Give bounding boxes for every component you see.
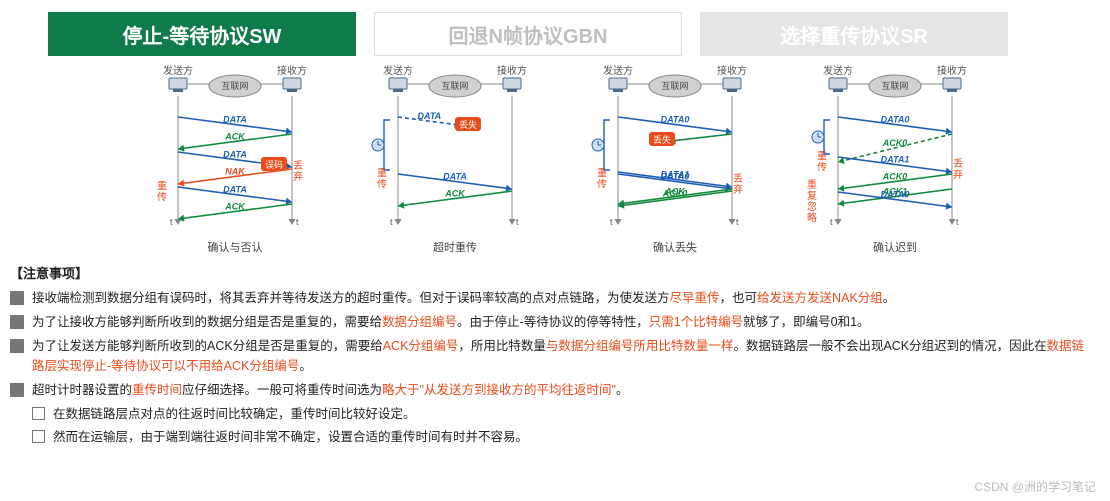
svg-text:互联网: 互联网 (221, 81, 248, 91)
bullet-square-icon (10, 315, 24, 329)
svg-text:弃: 弃 (293, 170, 303, 183)
diagrams-row: 发送方接收方互联网ttDATAACKDATANAKDATA重传ACK误码丢弃 确… (0, 62, 1110, 255)
bullet-square-icon (10, 339, 24, 353)
svg-text:丢: 丢 (733, 173, 743, 185)
svg-text:DATA: DATA (223, 150, 247, 160)
svg-text:传: 传 (157, 192, 167, 204)
svg-text:t: t (736, 217, 739, 227)
tab-sw[interactable]: 停止-等待协议SW (48, 12, 356, 56)
svg-text:发送方: 发送方 (823, 64, 853, 77)
note-text: 为了让接收方能够判断所收到的数据分组是否是重复的，需要给数据分组编号。由于停止-… (32, 312, 1094, 333)
svg-text:DATA: DATA (223, 115, 247, 125)
svg-text:ACK: ACK (224, 202, 246, 212)
svg-text:误码: 误码 (265, 160, 283, 170)
bullet-square-icon (10, 291, 24, 305)
svg-text:互联网: 互联网 (881, 81, 908, 91)
svg-text:ACK0: ACK0 (882, 138, 908, 148)
svg-text:ACK0: ACK0 (882, 172, 908, 182)
diagram-gbn-timeout: 发送方 接收方互联网 t t DATA DATA 重传 ACK 丢失 超时重传 (360, 62, 550, 255)
svg-text:接收方: 接收方 (717, 64, 747, 77)
svg-text:发送方: 发送方 (163, 64, 193, 77)
svg-text:t: t (170, 217, 173, 227)
caption-sw: 确认与否认 (208, 239, 263, 255)
svg-text:接收方: 接收方 (937, 64, 967, 77)
note-item: 为了让接收方能够判断所收到的数据分组是否是重复的，需要给数据分组编号。由于停止-… (10, 312, 1094, 333)
notes-section: 【注意事项】 接收端检测到数据分组有误码时，将其丢弃并等待发送方的超时重传。但对… (0, 255, 1110, 448)
svg-text:DATA1: DATA1 (661, 170, 690, 180)
svg-text:忽: 忽 (807, 200, 817, 213)
svg-text:NAK: NAK (225, 167, 246, 177)
svg-text:DATA: DATA (223, 185, 247, 195)
svg-text:t: t (516, 217, 519, 227)
note-subtext: 然而在运输层，由于端到端往返时间非常不确定，设置合适的重传时间有时并不容易。 (53, 427, 1094, 448)
note-text: 接收端检测到数据分组有误码时，将其丢弃并等待发送方的超时重传。但对于误码率较高的… (32, 288, 1094, 309)
caption-sr: 确认迟到 (873, 239, 917, 255)
svg-text:发送方: 发送方 (603, 64, 633, 77)
svg-text:重: 重 (597, 167, 607, 180)
bullet-hollow-icon (32, 407, 45, 420)
svg-text:重: 重 (817, 150, 827, 163)
svg-text:丢失: 丢失 (459, 119, 477, 130)
svg-text:ACK: ACK (444, 189, 466, 199)
svg-text:DATA: DATA (443, 172, 467, 182)
svg-text:DATA1: DATA1 (881, 155, 910, 165)
diagram-sw: 发送方 接收方互联网 t t DATA ACK DATA NAK DATA 重传 ACK 误码丢弃 确… (140, 62, 330, 255)
svg-text:接收方: 接收方 (497, 64, 527, 77)
caption-gbn1: 超时重传 (433, 239, 477, 255)
svg-text:t: t (956, 217, 959, 227)
svg-text:复: 复 (807, 189, 817, 202)
svg-text:ACK: ACK (664, 187, 686, 197)
svg-text:弃: 弃 (953, 168, 963, 181)
svg-text:丢: 丢 (953, 158, 963, 170)
svg-text:略: 略 (807, 211, 817, 224)
svg-text:重: 重 (377, 167, 387, 180)
note-text: 为了让发送方能够判断所收到的ACK分组是否是重复的，需要给ACK分组编号，所用比… (32, 336, 1094, 377)
notes-title: 【注意事项】 (10, 263, 1094, 284)
note-text: 超时计时器设置的重传时间应仔细选择。一般可将重传时间选为略大于"从发送方到接收方… (32, 380, 1094, 401)
caption-gbn2: 确认丢失 (653, 239, 697, 255)
diagram-sr: 发送方接收方互联网ttDATA0ACK0DATA1重传ACK0ACK1DATA0… (800, 62, 990, 255)
svg-text:传: 传 (817, 162, 827, 174)
svg-text:t: t (296, 217, 299, 227)
svg-text:DATA: DATA (418, 111, 442, 121)
svg-text:DATA0: DATA0 (661, 115, 690, 125)
svg-text:弃: 弃 (733, 183, 743, 196)
note-item: 超时计时器设置的重传时间应仔细选择。一般可将重传时间选为略大于"从发送方到接收方… (10, 380, 1094, 401)
watermark: CSDN @洲的学习笔记 (974, 478, 1096, 495)
svg-text:t: t (830, 217, 833, 227)
svg-text:传: 传 (597, 179, 607, 191)
bullet-hollow-icon (32, 430, 45, 443)
svg-text:接收方: 接收方 (277, 64, 307, 77)
tab-gbn[interactable]: 回退N帧协议GBN (374, 12, 682, 56)
svg-text:传: 传 (377, 179, 387, 191)
svg-text:互联网: 互联网 (441, 81, 468, 91)
note-subitem: 然而在运输层，由于端到端往返时间非常不确定，设置合适的重传时间有时并不容易。 (10, 427, 1094, 448)
svg-text:t: t (610, 217, 613, 227)
note-item: 为了让发送方能够判断所收到的ACK分组是否是重复的，需要给ACK分组编号，所用比… (10, 336, 1094, 377)
svg-text:重: 重 (807, 178, 817, 191)
svg-text:互联网: 互联网 (661, 81, 688, 91)
svg-text:DATA0: DATA0 (881, 115, 910, 125)
note-subtext: 在数据链路层点对点的往返时间比较确定，重传时间比较好设定。 (53, 404, 1094, 425)
svg-text:t: t (390, 217, 393, 227)
note-subitem: 在数据链路层点对点的往返时间比较确定，重传时间比较好设定。 (10, 404, 1094, 425)
svg-text:丢: 丢 (293, 160, 303, 172)
svg-text:丢失: 丢失 (653, 134, 671, 145)
svg-text:DATA0: DATA0 (881, 190, 910, 200)
diagram-gbn-acklost: 发送方接收方互联网ttDATA0DATA0重传ACK0DATA1ACK丢失丢弃 … (580, 62, 770, 255)
bullet-square-icon (10, 383, 24, 397)
svg-text:重: 重 (157, 180, 167, 193)
tab-sr[interactable]: 选择重传协议SR (700, 12, 1008, 56)
tabs-row: 停止-等待协议SW 回退N帧协议GBN 选择重传协议SR (0, 0, 1110, 62)
svg-text:ACK: ACK (224, 132, 246, 142)
note-item: 接收端检测到数据分组有误码时，将其丢弃并等待发送方的超时重传。但对于误码率较高的… (10, 288, 1094, 309)
svg-text:发送方: 发送方 (383, 64, 413, 77)
